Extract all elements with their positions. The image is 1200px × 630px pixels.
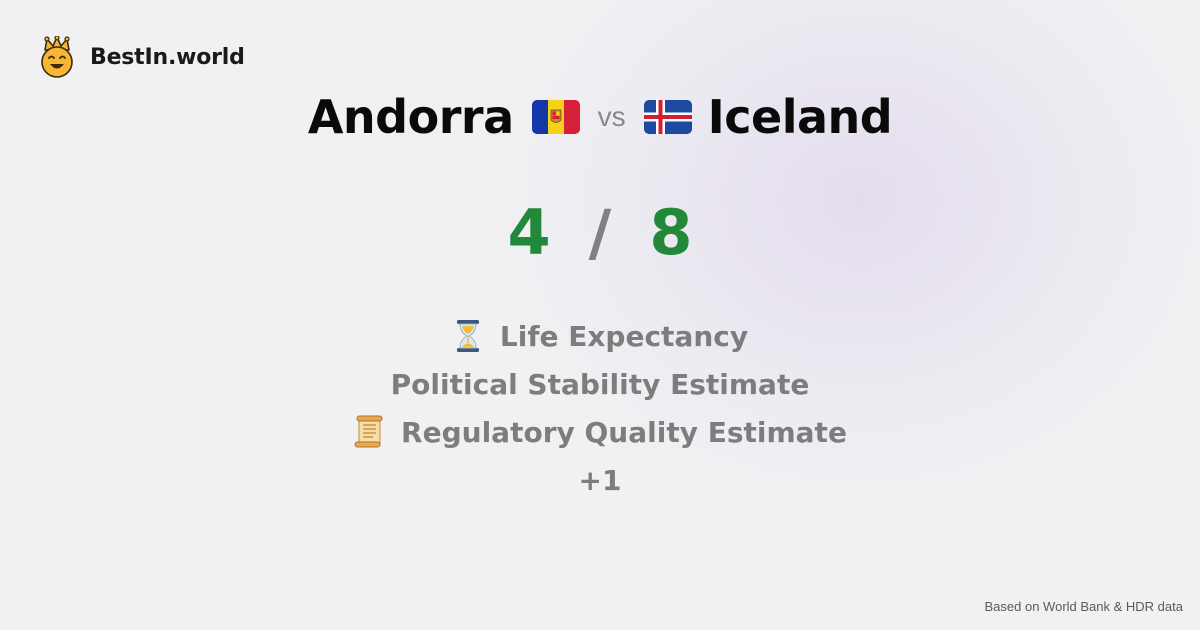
background-glow bbox=[480, 0, 1200, 520]
criteria-item-life-expectancy[interactable]: Life Expectancy bbox=[452, 312, 748, 360]
crown-smiley-icon bbox=[38, 35, 76, 78]
vs-label: vs bbox=[597, 101, 626, 132]
criteria-label: Political Stability Estimate bbox=[390, 367, 810, 401]
comparison-title: Andorra vs Iceland bbox=[0, 86, 1200, 148]
left-score: 4 bbox=[507, 196, 551, 269]
score-separator: / bbox=[588, 196, 612, 269]
data-source-note: Based on World Bank & HDR data bbox=[984, 599, 1183, 614]
brand-name: BestIn.world bbox=[90, 44, 245, 70]
andorra-flag-icon bbox=[531, 100, 580, 134]
iceland-flag-icon bbox=[643, 100, 692, 134]
hourglass-icon bbox=[452, 319, 484, 353]
right-score: 8 bbox=[649, 196, 693, 269]
left-country-name[interactable]: Andorra bbox=[307, 90, 514, 144]
criteria-label: Regulatory Quality Estimate bbox=[401, 415, 847, 449]
criteria-item-political-stability[interactable]: Political Stability Estimate bbox=[391, 360, 810, 408]
criteria-list: Life Expectancy Political Stability Esti… bbox=[0, 312, 1200, 504]
brand-logo[interactable]: BestIn.world bbox=[38, 35, 245, 78]
scroll-icon bbox=[353, 415, 385, 449]
criteria-more-count[interactable]: +1 bbox=[578, 463, 622, 497]
criteria-item-regulatory-quality[interactable]: Regulatory Quality Estimate bbox=[353, 408, 847, 456]
right-country-name[interactable]: Iceland bbox=[707, 90, 893, 144]
criteria-label: Life Expectancy bbox=[499, 319, 749, 353]
score-display: 4 / 8 bbox=[0, 196, 1200, 269]
